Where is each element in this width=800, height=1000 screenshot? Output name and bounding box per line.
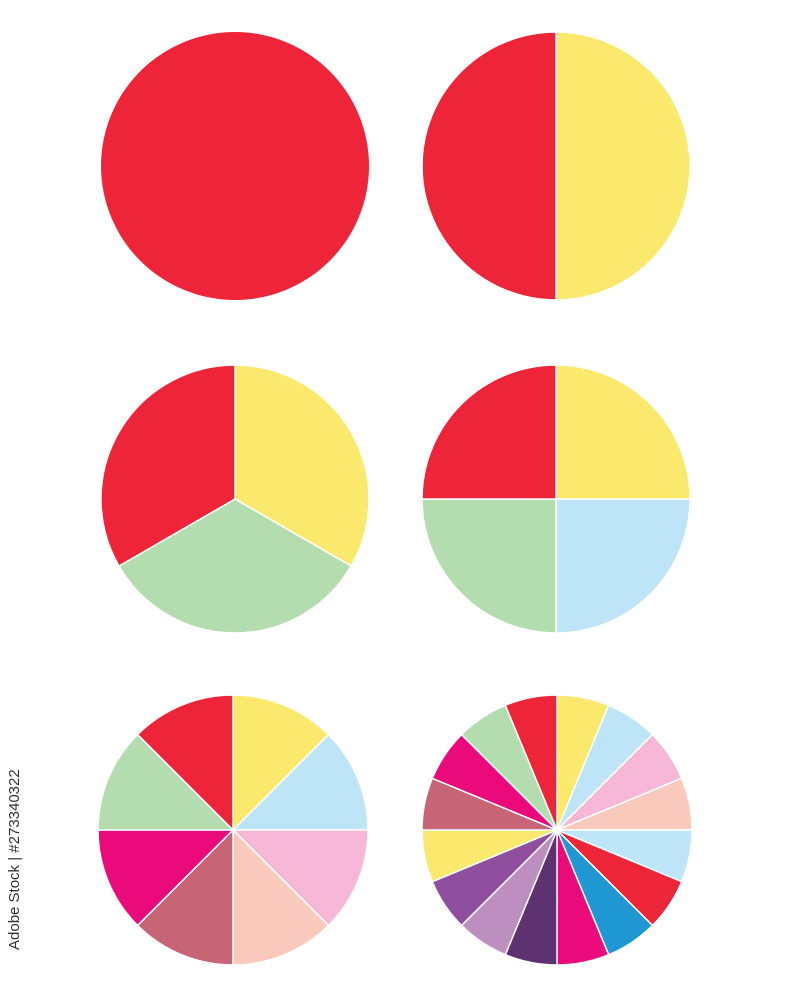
pie-chart-3	[100, 364, 370, 634]
pie-slice	[232, 829, 330, 966]
pie-slice	[136, 694, 234, 831]
pie-slice	[97, 829, 234, 927]
stock-credit: Adobe Stock | #273340322	[6, 769, 23, 950]
pie-slice	[421, 31, 557, 301]
pie-slice	[100, 364, 236, 567]
pie-slice	[504, 694, 558, 831]
pie-slice	[101, 32, 369, 300]
pie-slice	[97, 733, 234, 831]
pie-slice	[232, 733, 369, 831]
pie-chart-2	[421, 31, 691, 301]
pie-slice	[555, 498, 691, 634]
pie-chart-1	[101, 32, 369, 300]
pie-chart-4	[421, 364, 691, 634]
pie-slice	[421, 498, 557, 634]
pie-chart-5	[97, 694, 369, 966]
pie-chart-6	[421, 694, 693, 966]
pie-slice	[232, 829, 369, 927]
pie-slice	[234, 364, 370, 567]
pie-slice	[232, 694, 330, 831]
pie-slice	[555, 31, 691, 301]
pie-slice	[136, 829, 234, 966]
pie-slice	[555, 364, 691, 500]
pie-slice	[421, 364, 557, 500]
pie-slice	[118, 498, 352, 634]
